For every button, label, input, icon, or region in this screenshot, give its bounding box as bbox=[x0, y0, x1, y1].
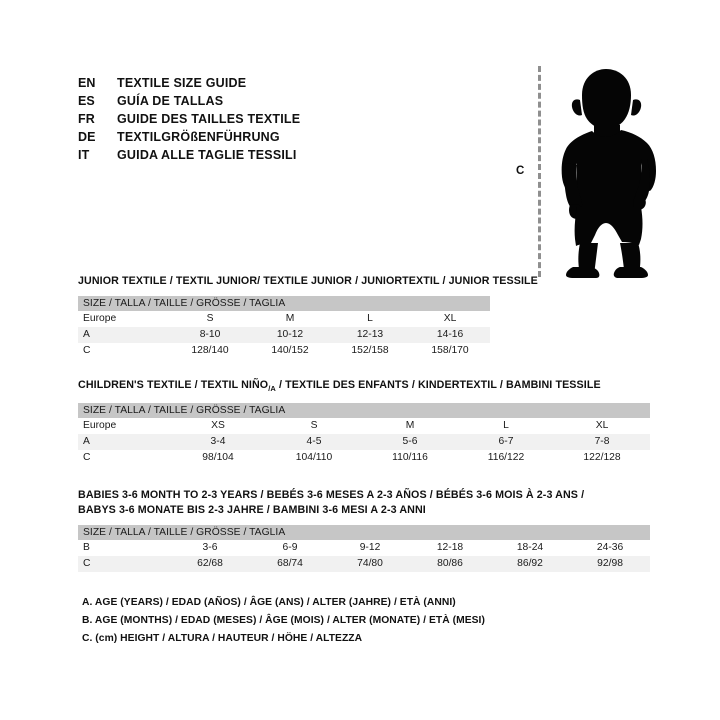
language-label-en: TEXTILE SIZE GUIDE bbox=[117, 76, 247, 90]
section-title-children: CHILDREN'S TEXTILE / TEXTIL NIÑO/A / TEX… bbox=[78, 378, 650, 396]
cell: 12-13 bbox=[330, 327, 410, 343]
cell: L bbox=[458, 418, 554, 435]
cell: 86/92 bbox=[490, 556, 570, 572]
table-header-bar: SIZE / TALLA / TAILLE / GRÖSSE / TAGLIA bbox=[78, 525, 651, 540]
cell: M bbox=[362, 418, 458, 435]
table-children: SIZE / TALLA / TAILLE / GRÖSSE / TAGLIA … bbox=[78, 403, 651, 467]
cell: 80/86 bbox=[410, 556, 490, 572]
table-row: C 98/104 104/110 110/116 116/122 122/128 bbox=[78, 450, 651, 467]
table-row: A 3-4 4-5 5-6 6-7 7-8 bbox=[78, 434, 651, 451]
cell: 3-4 bbox=[170, 434, 266, 451]
cell: 9-12 bbox=[330, 540, 410, 556]
row-label: Europe bbox=[78, 311, 170, 327]
cell: 92/98 bbox=[570, 556, 651, 572]
language-code-es: ES bbox=[78, 94, 95, 108]
section-children: CHILDREN'S TEXTILE / TEXTIL NIÑO/A / TEX… bbox=[78, 378, 651, 467]
cell: XS bbox=[170, 418, 266, 435]
footnote-b: B. AGE (MONTHS) / EDAD (MESES) / ÂGE (MO… bbox=[82, 615, 485, 626]
language-label-it: GUIDA ALLE TAGLIE TESSILI bbox=[117, 148, 297, 162]
cell: S bbox=[266, 418, 362, 435]
table-row: B 3-6 6-9 9-12 12-18 18-24 24-36 bbox=[78, 540, 651, 556]
cell: M bbox=[250, 311, 330, 327]
language-row: EN TEXTILE SIZE GUIDE bbox=[78, 74, 458, 92]
cell: 74/80 bbox=[330, 556, 410, 572]
language-row: FR GUIDE DES TAILLES TEXTILE bbox=[78, 110, 458, 128]
cell: 8-10 bbox=[170, 327, 250, 343]
row-label: C bbox=[78, 556, 170, 572]
size-bar-label-babies: SIZE / TALLA / TAILLE / GRÖSSE / TAGLIA bbox=[78, 525, 651, 540]
language-label-de: TEXTILGRÖßENFÜHRUNG bbox=[117, 130, 280, 144]
section-babies: BABIES 3-6 MONTH TO 2-3 YEARS / BEBÉS 3-… bbox=[78, 488, 651, 572]
cell: 12-18 bbox=[410, 540, 490, 556]
cell: 24-36 bbox=[570, 540, 651, 556]
cell: 128/140 bbox=[170, 343, 250, 359]
section-title-children-post: / TEXTILE DES ENFANTS / KINDERTEXTIL / B… bbox=[275, 379, 601, 391]
row-label: C bbox=[78, 343, 170, 359]
cell: 7-8 bbox=[554, 434, 651, 451]
cell: XL bbox=[554, 418, 651, 435]
row-label: A bbox=[78, 327, 170, 343]
language-row: ES GUÍA DE TALLAS bbox=[78, 92, 458, 110]
cell: 3-6 bbox=[170, 540, 250, 556]
row-label: Europe bbox=[78, 418, 170, 435]
row-label: C bbox=[78, 450, 170, 467]
cell: 6-9 bbox=[250, 540, 330, 556]
cell: 98/104 bbox=[170, 450, 266, 467]
table-header-bar: SIZE / TALLA / TAILLE / GRÖSSE / TAGLIA bbox=[78, 296, 491, 311]
table-junior: SIZE / TALLA / TAILLE / GRÖSSE / TAGLIA … bbox=[78, 296, 491, 359]
size-bar-label-junior: SIZE / TALLA / TAILLE / GRÖSSE / TAGLIA bbox=[78, 296, 491, 311]
height-figure: C bbox=[500, 55, 680, 285]
cell: 10-12 bbox=[250, 327, 330, 343]
footnote-a: A. AGE (YEARS) / EDAD (AÑOS) / ÂGE (ANS)… bbox=[82, 597, 456, 608]
language-code-en: EN bbox=[78, 76, 96, 90]
table-row: Europe S M L XL bbox=[78, 311, 491, 327]
cell: 68/74 bbox=[250, 556, 330, 572]
table-row: C 128/140 140/152 152/158 158/170 bbox=[78, 343, 491, 359]
table-header-bar: SIZE / TALLA / TAILLE / GRÖSSE / TAGLIA bbox=[78, 403, 651, 419]
table-babies: SIZE / TALLA / TAILLE / GRÖSSE / TAGLIA … bbox=[78, 525, 651, 572]
height-dimension-label: C bbox=[516, 165, 525, 177]
table-row: C 62/68 68/74 74/80 80/86 86/92 92/98 bbox=[78, 556, 651, 572]
cell: 14-16 bbox=[410, 327, 491, 343]
cell: XL bbox=[410, 311, 491, 327]
language-code-it: IT bbox=[78, 148, 90, 162]
height-dashed-line bbox=[538, 66, 541, 277]
language-header: EN TEXTILE SIZE GUIDE ES GUÍA DE TALLAS … bbox=[78, 74, 458, 164]
cell: 18-24 bbox=[490, 540, 570, 556]
cell: 152/158 bbox=[330, 343, 410, 359]
section-title-babies-line2: BABYS 3-6 MONATE BIS 2-3 JAHRE / BAMBINI… bbox=[78, 504, 426, 516]
child-silhouette-icon bbox=[561, 69, 656, 278]
language-code-de: DE bbox=[78, 130, 96, 144]
section-title-children-sub: /A bbox=[268, 384, 276, 394]
section-title-children-pre: CHILDREN'S TEXTILE / TEXTIL NIÑO bbox=[78, 379, 269, 391]
language-label-fr: GUIDE DES TAILLES TEXTILE bbox=[117, 112, 301, 126]
section-title-babies-line1: BABIES 3-6 MONTH TO 2-3 YEARS / BEBÉS 3-… bbox=[78, 489, 585, 501]
cell: 5-6 bbox=[362, 434, 458, 451]
cell: 140/152 bbox=[250, 343, 330, 359]
language-row: DE TEXTILGRÖßENFÜHRUNG bbox=[78, 128, 458, 146]
cell: 110/116 bbox=[362, 450, 458, 467]
section-junior: JUNIOR TEXTILE / TEXTIL JUNIOR/ TEXTILE … bbox=[78, 274, 538, 359]
size-bar-label-children: SIZE / TALLA / TAILLE / GRÖSSE / TAGLIA bbox=[78, 403, 651, 419]
language-code-fr: FR bbox=[78, 112, 95, 126]
cell: L bbox=[330, 311, 410, 327]
cell: S bbox=[170, 311, 250, 327]
row-label: A bbox=[78, 434, 170, 451]
footnotes: A. AGE (YEARS) / EDAD (AÑOS) / ÂGE (ANS)… bbox=[82, 594, 485, 648]
section-title-junior: JUNIOR TEXTILE / TEXTIL JUNIOR/ TEXTILE … bbox=[78, 275, 538, 287]
cell: 62/68 bbox=[170, 556, 250, 572]
footnote-c: C. (cm) HEIGHT / ALTURA / HAUTEUR / HÖHE… bbox=[82, 633, 363, 644]
row-label: B bbox=[78, 540, 170, 556]
table-row: A 8-10 10-12 12-13 14-16 bbox=[78, 327, 491, 343]
language-row: IT GUIDA ALLE TAGLIE TESSILI bbox=[78, 146, 458, 164]
cell: 116/122 bbox=[458, 450, 554, 467]
cell: 4-5 bbox=[266, 434, 362, 451]
cell: 122/128 bbox=[554, 450, 651, 467]
language-label-es: GUÍA DE TALLAS bbox=[117, 94, 224, 108]
cell: 104/110 bbox=[266, 450, 362, 467]
cell: 6-7 bbox=[458, 434, 554, 451]
table-row: Europe XS S M L XL bbox=[78, 418, 651, 435]
cell: 158/170 bbox=[410, 343, 491, 359]
